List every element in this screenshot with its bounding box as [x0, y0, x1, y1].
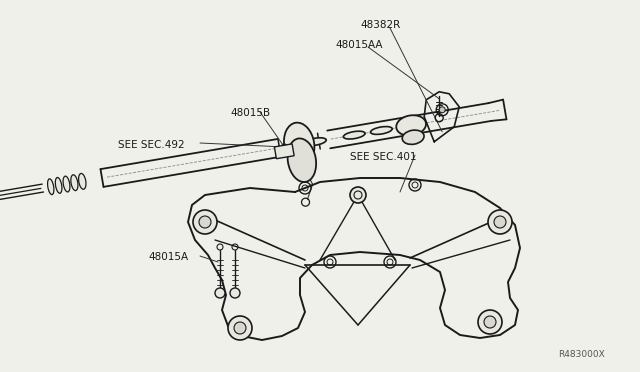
Circle shape	[282, 144, 287, 150]
Ellipse shape	[284, 123, 314, 166]
Ellipse shape	[371, 126, 392, 134]
Circle shape	[215, 288, 225, 298]
Text: SEE SEC.401: SEE SEC.401	[350, 152, 417, 162]
Text: SEE SEC.492: SEE SEC.492	[118, 140, 184, 150]
Ellipse shape	[343, 131, 365, 139]
Text: 48015AA: 48015AA	[335, 40, 383, 50]
Text: 48015B: 48015B	[230, 108, 270, 118]
Circle shape	[484, 316, 496, 328]
Ellipse shape	[63, 176, 70, 192]
Circle shape	[230, 288, 240, 298]
Ellipse shape	[305, 138, 326, 145]
Text: R483000X: R483000X	[558, 350, 605, 359]
Text: 48382R: 48382R	[360, 20, 400, 30]
Text: 48015A: 48015A	[148, 252, 188, 262]
Circle shape	[228, 316, 252, 340]
Circle shape	[494, 216, 506, 228]
Circle shape	[350, 187, 366, 203]
Bar	[275, 144, 294, 159]
Ellipse shape	[55, 177, 62, 193]
Circle shape	[478, 310, 502, 334]
Circle shape	[193, 210, 217, 234]
Circle shape	[234, 322, 246, 334]
Ellipse shape	[79, 173, 86, 189]
Circle shape	[199, 216, 211, 228]
Ellipse shape	[396, 115, 426, 135]
Circle shape	[439, 107, 445, 113]
Ellipse shape	[71, 175, 78, 190]
Circle shape	[488, 210, 512, 234]
Ellipse shape	[47, 179, 54, 195]
Ellipse shape	[287, 138, 316, 182]
Ellipse shape	[402, 130, 424, 144]
